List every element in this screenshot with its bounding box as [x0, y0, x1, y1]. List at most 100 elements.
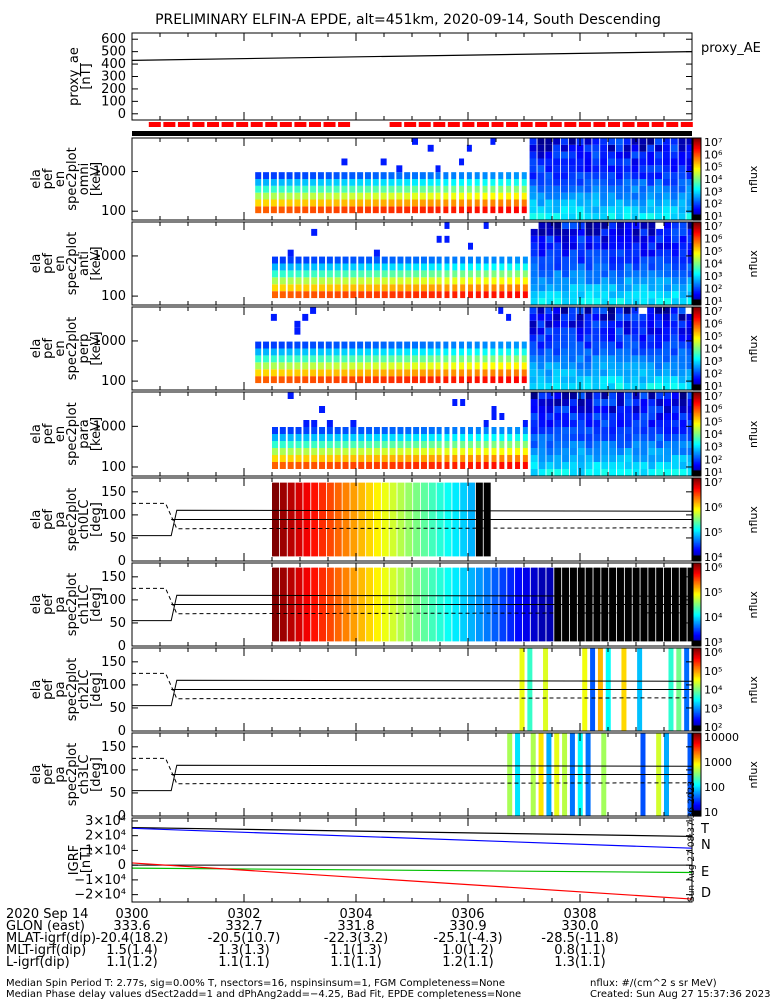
colorbar-tick-label: 10² — [704, 283, 722, 296]
spectrogram-cell — [468, 256, 473, 264]
colorbar-cell — [693, 462, 701, 464]
spectrogram-cell — [615, 369, 623, 377]
spectrogram-cell — [317, 362, 324, 370]
spectrogram-cell — [568, 192, 576, 200]
y-tick-label: 50 — [109, 616, 126, 631]
spectrogram-cell — [560, 158, 568, 166]
spectrogram-cell — [545, 334, 553, 342]
spectrogram-cell — [647, 213, 655, 220]
spectrogram-cell — [686, 355, 694, 363]
spectrogram-cell — [608, 313, 615, 321]
spectrogram-cell — [577, 263, 585, 271]
colorbar-cell — [693, 425, 701, 428]
spectrogram-cell — [679, 235, 687, 243]
colorbar-cell — [693, 360, 701, 363]
colorbar-cell — [693, 153, 701, 155]
spectrogram-cell — [662, 334, 670, 342]
spectrogram-cell — [631, 369, 639, 377]
spectrogram-cell — [671, 222, 679, 229]
spectrogram-cell — [272, 441, 278, 448]
spectrogram-cell — [529, 213, 537, 220]
spectrogram-cell — [325, 206, 332, 214]
spectrogram-cell — [686, 341, 694, 349]
colorbar-cell — [693, 280, 701, 283]
colorbar-cell — [693, 334, 701, 337]
colorbar-cell — [693, 545, 701, 548]
colorbar-cell — [693, 774, 701, 777]
spectrogram-cell — [623, 348, 631, 356]
spectrogram-cell — [373, 427, 380, 434]
spectrogram-cell — [317, 355, 324, 363]
spectrogram-cell — [554, 427, 562, 434]
spectrogram-cell — [593, 434, 601, 441]
spectrogram-cell — [538, 406, 546, 413]
spectrogram-cell — [270, 362, 277, 370]
spectrogram-cell — [664, 284, 671, 292]
spectrogram-cell — [538, 263, 546, 271]
colorbar-cell — [693, 429, 701, 432]
spectrogram-cell — [263, 206, 270, 214]
spectrogram-cell — [569, 284, 577, 292]
spectrogram-cell — [380, 376, 387, 384]
colorbar-cell — [693, 788, 701, 791]
spectrogram-cell — [584, 185, 592, 193]
colorbar-cell — [693, 394, 701, 397]
spectrogram-cell — [311, 270, 318, 278]
spectrogram-cell — [593, 469, 601, 476]
spectrogram-cell — [319, 427, 326, 434]
colorbar-cell — [693, 770, 701, 773]
spectrogram-cell — [491, 284, 497, 292]
spectrogram-cell — [468, 448, 473, 455]
colorbar-cell — [693, 170, 701, 173]
spectrogram-cell — [632, 256, 640, 264]
spectrogram-cell — [522, 434, 528, 441]
spectrogram-cell — [388, 355, 395, 363]
colorbar-cell — [693, 596, 701, 599]
spectrogram-cell — [366, 427, 373, 434]
spectrogram-cell — [506, 369, 512, 377]
spectrogram-cell — [490, 362, 496, 370]
colorbar-cell — [693, 277, 701, 280]
colorbar-cell — [693, 213, 701, 216]
spectrogram-cell — [577, 222, 585, 229]
spectrogram-cell — [576, 151, 584, 159]
spectrogram-cell — [608, 165, 615, 173]
spectrogram-cell — [279, 263, 286, 271]
spectrogram-cell — [515, 448, 521, 455]
spectrogram-cell — [342, 434, 349, 441]
spectrogram-cell — [436, 284, 442, 292]
spectrogram-cell — [460, 291, 466, 299]
spectrogram-cell — [538, 462, 546, 469]
colorbar-tick-label: 10² — [704, 453, 722, 466]
spectrogram-cell — [287, 392, 294, 399]
spectrogram-cell — [287, 270, 294, 278]
spectrogram-cell — [553, 327, 561, 335]
colorbar-cell — [693, 377, 701, 380]
spectrogram-cell — [491, 263, 497, 271]
spectrogram-cell — [616, 263, 624, 271]
spectrogram-cell — [444, 277, 450, 285]
spectrogram-cell — [609, 392, 617, 399]
colorbar-cell — [693, 403, 701, 406]
spectrogram-cell — [405, 455, 412, 462]
y-axis-label-line: [nT] — [79, 63, 94, 89]
spectrogram-cell — [584, 192, 592, 200]
spectrogram-cell — [678, 213, 686, 220]
spectrogram-cell — [662, 192, 670, 200]
spectrogram-cell — [576, 313, 584, 321]
spectrogram-cell — [443, 179, 449, 186]
spectrogram-cell — [287, 455, 294, 462]
spectrogram-cell — [537, 172, 545, 179]
legend-E: E — [701, 865, 709, 880]
spectrogram-cell — [569, 427, 577, 434]
colorbar-cell — [693, 158, 701, 161]
spectrogram-cell — [554, 263, 562, 271]
spectrogram-cell — [640, 277, 648, 285]
spectrogram-cell — [546, 291, 554, 299]
spectrogram-cell — [349, 172, 356, 179]
spectrogram-cell — [310, 362, 317, 370]
spectrogram-cell — [655, 165, 663, 173]
colorbar-cell — [693, 349, 701, 352]
